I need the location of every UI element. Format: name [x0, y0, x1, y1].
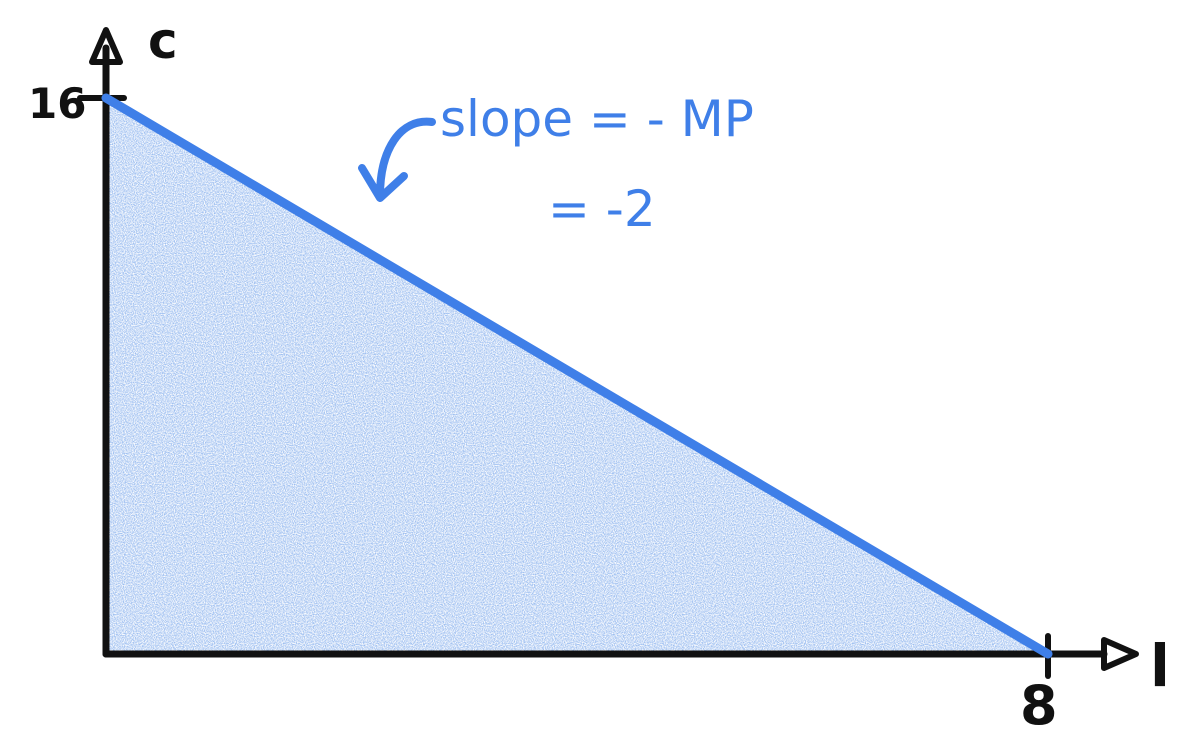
series-line — [101, 93, 1053, 659]
x-axis-label: l — [1150, 632, 1170, 700]
y-axis-label: c — [148, 12, 178, 70]
x-axis-arrow-icon — [1101, 637, 1139, 671]
y-axis-arrow-icon — [89, 27, 123, 65]
y-tick-label: 16 — [28, 79, 86, 128]
slope-value-annotation: = -2 — [548, 180, 656, 238]
x-tick-label: 8 — [1020, 674, 1058, 737]
annotation-arrow-icon — [358, 117, 436, 202]
slope-annotation: slope = - MP — [440, 90, 754, 148]
